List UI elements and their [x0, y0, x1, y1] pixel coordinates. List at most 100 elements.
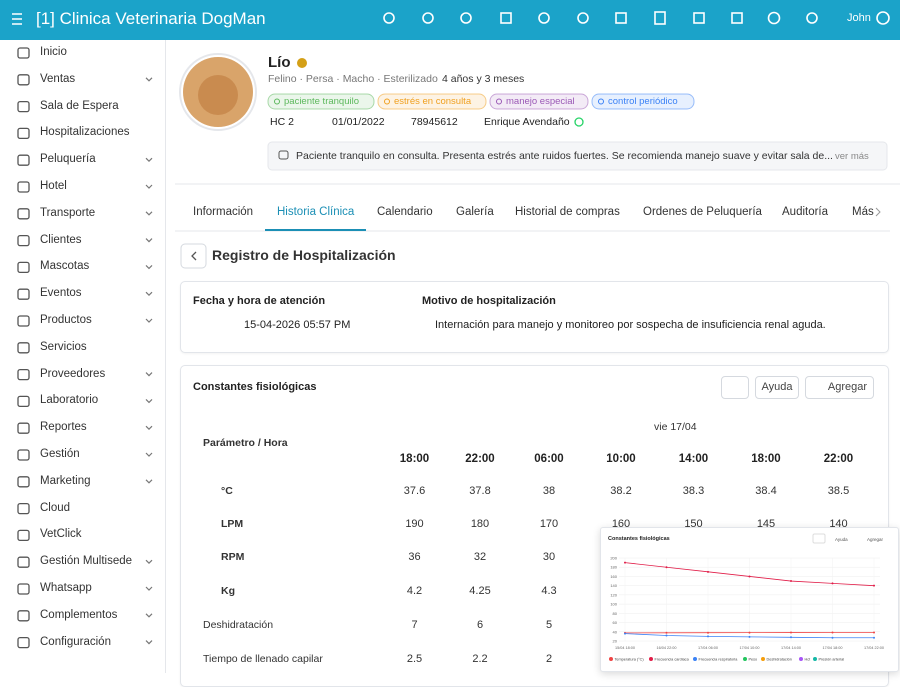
legend-label: Hct — [805, 658, 812, 662]
patient-hc: HC 2 — [270, 116, 294, 128]
table-cell: 4.25 — [447, 585, 513, 597]
table-cell: 180 — [447, 518, 513, 530]
tab[interactable]: Calendario — [377, 206, 433, 218]
time-header: 18:00 — [730, 453, 802, 465]
chart-button[interactable] — [721, 376, 749, 399]
legend-label: Peso — [749, 658, 758, 662]
mini-chart: Constantes fisiológicas Ayuda Agregar 20 40 6… — [601, 528, 898, 671]
tab[interactable]: Historial de compras — [515, 206, 620, 218]
add-button[interactable]: Agregar — [805, 376, 874, 399]
table-cell: 170 — [513, 518, 585, 530]
y-tick-label: 120 — [610, 592, 617, 597]
x-tick-label: 17/04 22:00 — [864, 646, 884, 650]
time-header: 06:00 — [513, 453, 585, 465]
legend-label: Frecuencia cardiaca — [655, 658, 690, 662]
table-cell: 36 — [382, 551, 447, 563]
tab[interactable]: Ordenes de Peluquería — [643, 206, 762, 218]
x-tick-label: 17/04 18:00 — [822, 646, 842, 650]
time-header: 22:00 — [802, 453, 875, 465]
y-tick-label: 60 — [613, 620, 618, 625]
y-tick-label: 100 — [610, 602, 617, 607]
x-tick-label: 17/04 10:00 — [739, 646, 759, 650]
y-tick-label: 40 — [613, 629, 618, 634]
chart-popup: Constantes fisiológicas Ayuda Agregar 20 40 6… — [600, 527, 899, 672]
avatar-face — [198, 75, 238, 115]
table-cell: 37.6 — [382, 485, 447, 497]
legend-swatch — [693, 657, 697, 661]
mini-button — [813, 534, 825, 543]
mini-add: Agregar — [867, 537, 884, 542]
see-more[interactable]: ver más — [835, 151, 869, 162]
table-cell: 7 — [382, 619, 447, 631]
table-cell: 4.2 — [382, 585, 447, 597]
tag: control periódico — [608, 96, 678, 107]
table-cell: 32 — [447, 551, 513, 563]
time-header: 18:00 — [382, 453, 447, 465]
legend-label: Temperatura (°C) — [615, 658, 645, 662]
table-cell: 38.2 — [585, 485, 657, 497]
table-cell: 38.5 — [802, 485, 875, 497]
tab[interactable]: Información — [193, 206, 253, 218]
param-label: Tiempo de llenado capilar — [203, 653, 323, 665]
time-header: 14:00 — [657, 453, 730, 465]
tag: paciente tranquilo — [284, 96, 359, 107]
label: Fecha y hora de atención — [193, 295, 325, 307]
tabs-scroll[interactable] — [876, 208, 880, 216]
param-label: °C — [221, 485, 233, 497]
patient-name: Lío — [268, 54, 291, 71]
tag: estrés en consulta — [394, 96, 471, 107]
active-tab-indicator — [265, 229, 366, 231]
mini-help: Ayuda — [835, 537, 848, 542]
x-tick-label: 17/04 14:00 — [781, 646, 801, 650]
reason-value: Internación para manejo y monitoreo por … — [435, 319, 826, 331]
param-label: Kg — [221, 585, 235, 597]
legend-label: Frecuencia respiratoria — [699, 658, 739, 662]
legend-swatch — [761, 657, 765, 661]
table-cell: 2.5 — [382, 653, 447, 665]
param-label: RPM — [221, 551, 244, 563]
patient-date: 01/01/2022 — [332, 116, 385, 128]
date-group: vie 17/04 — [654, 421, 697, 433]
patient-age: 4 años y 3 meses — [442, 73, 524, 85]
y-tick-label: 180 — [610, 565, 617, 570]
patient-details: Felino · Persa · Macho · Esterilizado — [268, 73, 438, 85]
page: [1] Clinica Veterinaria DogMan John Inic… — [0, 0, 900, 673]
tag: manejo especial — [506, 96, 575, 107]
patient-note: Paciente tranquilo en consulta. Presenta… — [296, 150, 833, 162]
x-tick-label: 16/04 22:00 — [656, 646, 676, 650]
x-tick-label: 15/04 18:00 — [615, 646, 635, 650]
time-header: 22:00 — [447, 453, 513, 465]
time-header: 10:00 — [585, 453, 657, 465]
card-title: Constantes fisiológicas — [193, 381, 316, 393]
patient-owner: Enrique Avendaño — [484, 116, 570, 128]
back-button[interactable] — [181, 244, 206, 268]
legend-swatch — [649, 657, 653, 661]
table-cell: 38 — [513, 485, 585, 497]
whatsapp-icon — [575, 118, 583, 126]
legend-label: Presión arterial — [819, 658, 845, 662]
table-cell: 38.4 — [730, 485, 802, 497]
patient-id: 78945612 — [411, 116, 458, 128]
tab[interactable]: Galería — [456, 206, 494, 218]
help-button[interactable]: Ayuda — [755, 376, 799, 399]
date-value: 15-04-2026 05:57 PM — [244, 319, 350, 331]
legend-swatch — [799, 657, 803, 661]
table-cell: 190 — [382, 518, 447, 530]
table-cell: 4.3 — [513, 585, 585, 597]
table-cell: 2.2 — [447, 653, 513, 665]
legend-swatch — [813, 657, 817, 661]
param-label: LPM — [221, 518, 243, 530]
table-header: Parámetro / Hora — [203, 437, 288, 449]
y-tick-label: 160 — [610, 574, 617, 579]
tab[interactable]: Más — [852, 206, 874, 218]
tab[interactable]: Historia Clínica — [277, 206, 354, 218]
tab[interactable]: Auditoría — [782, 206, 828, 218]
y-tick-label: 20 — [613, 639, 618, 644]
x-tick-label: 17/04 06:00 — [698, 646, 718, 650]
status-dot — [297, 58, 307, 68]
chart-title: Constantes fisiológicas — [608, 536, 670, 542]
table-cell: 30 — [513, 551, 585, 563]
table-cell: 2 — [513, 653, 585, 665]
y-tick-label: 200 — [610, 556, 617, 561]
table-cell: 38.3 — [657, 485, 730, 497]
